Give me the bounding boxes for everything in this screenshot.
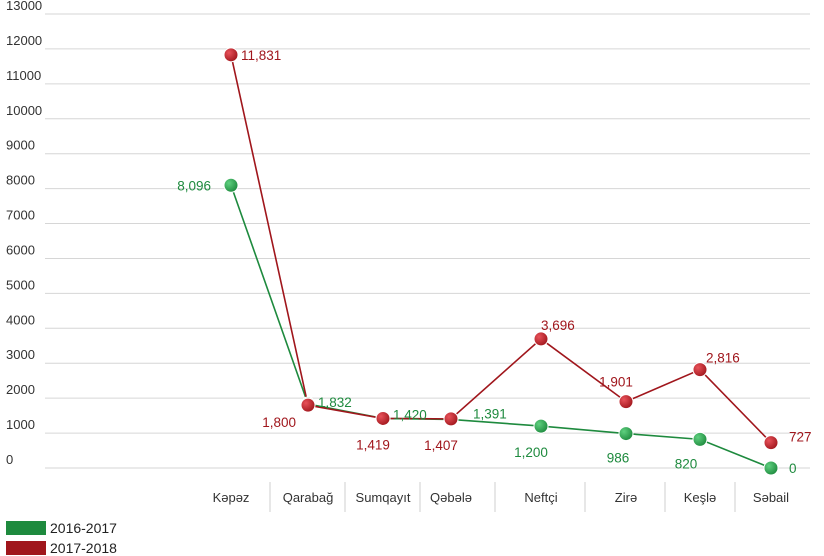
data-label-2017-2018: 3,696 — [541, 318, 575, 333]
x-tick-label: Neftçi — [524, 490, 557, 505]
x-tick-label: Kəpəz — [213, 490, 250, 505]
x-tick-label: Sumqayıt — [356, 490, 411, 505]
data-labels: 8,096 1,832 1,420 1,391 1,200 986 820 0 11,831 1,… — [177, 48, 811, 476]
data-label-2016-2017: 1,420 — [393, 407, 427, 422]
data-point-2017-2018 — [443, 411, 459, 427]
y-tick-label: 7000 — [6, 208, 35, 223]
series-line-2016-2017 — [230, 184, 772, 469]
y-tick-label: 4000 — [6, 312, 35, 327]
x-tick-label: Səbail — [753, 490, 789, 505]
legend-label-2017-2018: 2017-2018 — [50, 540, 117, 556]
y-tick-label: 6000 — [6, 242, 35, 257]
legend-swatch-2016-2017 — [6, 521, 46, 535]
data-point-2016-2017 — [533, 418, 549, 434]
y-tick-label: 9000 — [6, 138, 35, 153]
data-points — [223, 47, 779, 476]
y-tick-label: 10000 — [6, 103, 42, 118]
y-tick-label: 5000 — [6, 277, 35, 292]
data-point-2017-2018 — [223, 47, 239, 63]
data-point-2016-2017 — [692, 431, 708, 447]
data-label-2017-2018: 1,800 — [262, 415, 296, 430]
data-label-2016-2017: 1,391 — [473, 406, 507, 421]
legend-item-2017-2018: 2017-2018 — [6, 540, 117, 556]
legend-swatch-2017-2018 — [6, 541, 46, 555]
data-label-2016-2017: 0 — [789, 461, 797, 476]
data-label-2016-2017: 8,096 — [177, 178, 211, 193]
x-tick-label: Qarabağ — [283, 490, 334, 505]
data-label-2016-2017: 1,200 — [514, 445, 548, 460]
data-label-2016-2017: 986 — [607, 451, 630, 466]
data-point-2017-2018 — [763, 435, 779, 451]
y-tick-label: 8000 — [6, 173, 35, 188]
data-label-2017-2018: 727 — [789, 430, 812, 445]
data-label-2017-2018: 1,901 — [599, 375, 633, 390]
data-label-2017-2018: 2,816 — [706, 351, 740, 366]
data-label-2017-2018: 11,831 — [241, 48, 281, 63]
y-tick-label: 3000 — [6, 347, 35, 362]
data-point-2017-2018 — [375, 410, 391, 426]
data-point-2016-2017 — [223, 177, 239, 193]
x-axis: Kəpəz Qarabağ Sumqayıt Qəbələ Neftçi Zirə Keşl… — [213, 482, 789, 512]
y-tick-label: 1000 — [6, 417, 35, 432]
legend-label-2016-2017: 2016-2017 — [50, 520, 117, 536]
y-tick-label: 13000 — [6, 0, 42, 13]
series-line-2017-2018 — [230, 54, 772, 444]
x-tick-label: Qəbələ — [430, 490, 472, 505]
data-label-2017-2018: 1,419 — [356, 437, 390, 452]
data-point-2017-2018 — [300, 397, 316, 413]
x-tick-label: Keşlə — [684, 490, 717, 505]
x-tick-label: Zirə — [615, 490, 637, 505]
y-tick-label: 12000 — [6, 33, 42, 48]
data-label-2017-2018: 1,407 — [424, 438, 458, 453]
data-point-2017-2018 — [618, 394, 634, 410]
data-point-2016-2017 — [763, 460, 779, 476]
series-lines — [230, 54, 772, 469]
data-point-2016-2017 — [618, 426, 634, 442]
data-label-2016-2017: 820 — [675, 456, 698, 471]
y-tick-label: 0 — [6, 452, 13, 467]
data-point-2017-2018 — [692, 362, 708, 378]
data-point-2017-2018 — [533, 331, 549, 347]
y-axis-ticks: 0 1000 2000 3000 4000 5000 6000 7000 8000 9000 100… — [6, 0, 42, 467]
y-tick-label: 2000 — [6, 382, 35, 397]
grid-lines — [45, 13, 810, 469]
data-label-2016-2017: 1,832 — [318, 395, 352, 410]
y-tick-label: 11000 — [6, 68, 41, 83]
legend-item-2016-2017: 2016-2017 — [6, 520, 117, 536]
